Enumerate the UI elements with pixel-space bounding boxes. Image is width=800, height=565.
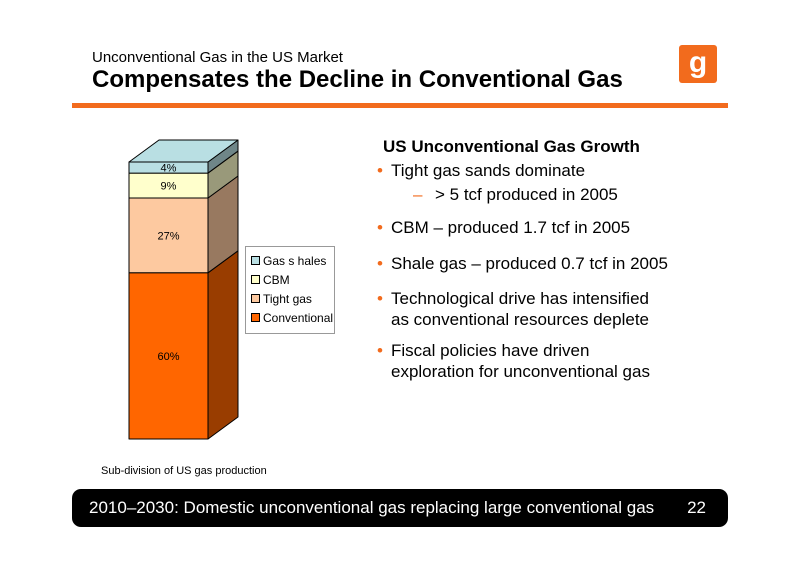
legend-item-tight-gas: Tight gas	[251, 291, 312, 307]
bullet-dot-icon: •	[377, 161, 383, 180]
bullet-item: • CBM – produced 1.7 tcf in 2005	[377, 217, 630, 238]
legend-swatch-icon	[251, 256, 260, 265]
bullet-dot-icon: •	[377, 341, 383, 360]
legend-label: Conventional	[263, 311, 334, 325]
sub-bullet-text: > 5 tcf produced in 2005	[435, 185, 618, 204]
slide-title: Compensates the Decline in Conventional …	[92, 66, 623, 93]
bullet-text: Technological drive has intensified	[391, 289, 649, 308]
logo-background	[679, 45, 717, 83]
bullet-text: CBM – produced 1.7 tcf in 2005	[391, 218, 631, 237]
bullet-dot-icon: •	[377, 218, 383, 237]
footer-bar: 2010–2030: Domestic unconventional gas r…	[72, 489, 728, 527]
chart-caption: Sub-division of US gas production	[101, 465, 267, 477]
legend-item-gas-shales: Gas s hales	[251, 253, 326, 269]
legend-label: Gas s hales	[263, 254, 327, 268]
bullet-item: • Technological drive has intensified as c…	[377, 288, 649, 330]
legend-label: CBM	[263, 273, 290, 287]
data-label-tight-gas: 27%	[157, 230, 179, 242]
data-label-gas-shales: 4%	[161, 163, 177, 175]
sub-bullet-item: – > 5 tcf produced in 2005	[413, 184, 618, 205]
panel-heading: US Unconventional Gas Growth	[383, 137, 640, 156]
data-label-cbm: 9%	[161, 181, 177, 193]
legend-item-conventional: Conventional	[251, 310, 333, 326]
legend-item-cbm: CBM	[251, 272, 290, 288]
bar-top-gas-shales	[128, 139, 239, 163]
legend-swatch-icon	[251, 313, 260, 322]
bullet-dot-icon: •	[377, 254, 383, 273]
bullet-text: Fiscal policies have driven	[391, 341, 590, 360]
logo-letter: g	[689, 46, 707, 79]
bullet-text: as conventional resources deplete	[391, 310, 649, 329]
bar-side-conventional	[207, 250, 239, 440]
chart-legend: Gas s hales CBM Tight gas Conventional	[245, 246, 335, 334]
bg-logo-icon: g	[679, 45, 717, 83]
legend-swatch-icon	[251, 275, 260, 284]
bar-data-labels: 60% 27% 9% 4%	[157, 163, 179, 363]
bullet-item: • Fiscal policies have driven exploration …	[377, 340, 650, 382]
page-number: 22	[687, 498, 706, 517]
legend-swatch-icon	[251, 294, 260, 303]
stacked-bar-chart: 60% 27% 9% 4%	[128, 139, 239, 440]
bullet-text: exploration for unconventional gas	[391, 362, 650, 381]
bullet-text: Shale gas – produced 0.7 tcf in 2005	[391, 254, 668, 273]
bullet-item: • Shale gas – produced 0.7 tcf in 2005	[377, 253, 668, 274]
footer-text: 2010–2030: Domestic unconventional gas r…	[89, 498, 655, 517]
bullet-item: • Tight gas sands dominate	[377, 160, 585, 181]
bullet-dot-icon: •	[377, 289, 383, 308]
slide-subtitle: Unconventional Gas in the US Market	[92, 49, 343, 66]
title-underline	[72, 103, 728, 108]
legend-label: Tight gas	[263, 292, 312, 306]
sub-bullet-dash-icon: –	[413, 185, 423, 204]
bar-segments	[128, 139, 239, 440]
bullet-text: Tight gas sands dominate	[391, 161, 586, 180]
data-label-conventional: 60%	[157, 351, 179, 363]
